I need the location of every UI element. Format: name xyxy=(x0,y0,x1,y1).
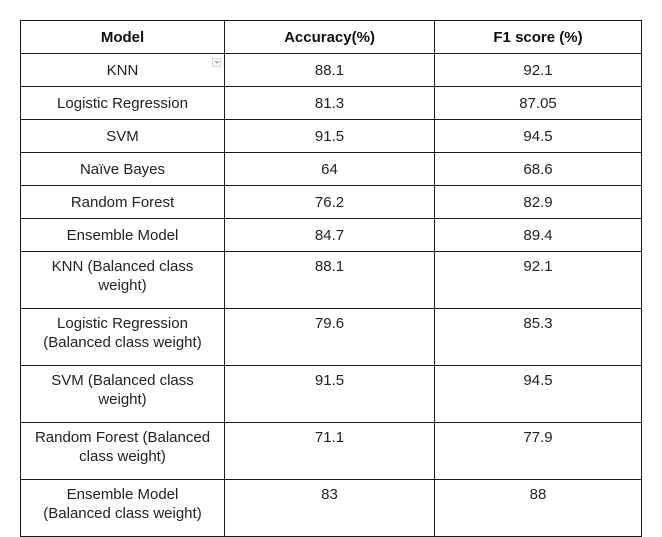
results-table: Model Accuracy(%) F1 score (%) KNN 88.1 … xyxy=(20,20,642,537)
table-row: Random Forest 76.2 82.9 xyxy=(20,185,642,219)
header-model: Model xyxy=(20,20,225,54)
header-f1-score: F1 score (%) xyxy=(434,20,642,54)
table-row: Naïve Bayes 64 68.6 xyxy=(20,152,642,186)
table-row: Ensemble Model 84.7 89.4 xyxy=(20,218,642,252)
table-row: Logistic Regression 81.3 87.05 xyxy=(20,86,642,120)
accuracy-cell: 79.6 xyxy=(224,308,435,366)
model-name-line-2: weight) xyxy=(98,277,147,294)
accuracy-cell: 76.2 xyxy=(224,185,435,219)
f1-cell: 89.4 xyxy=(434,218,642,252)
header-accuracy: Accuracy(%) xyxy=(224,20,435,54)
f1-cell: 68.6 xyxy=(434,152,642,186)
table-row: SVM 91.5 94.5 xyxy=(20,119,642,153)
accuracy-cell: 91.5 xyxy=(224,119,435,153)
model-cell: Ensemble Model xyxy=(20,218,225,252)
table-row: Random Forest (Balanced class weight) 71… xyxy=(20,422,642,480)
f1-cell: 87.05 xyxy=(434,86,642,120)
accuracy-cell: 88.1 xyxy=(224,251,435,309)
accuracy-cell: 84.7 xyxy=(224,218,435,252)
model-cell: KNN xyxy=(20,53,225,87)
model-name-line-1: Logistic Regression xyxy=(57,315,188,332)
model-cell: Logistic Regression (Balanced class weig… xyxy=(20,308,225,366)
model-name-line-1: KNN (Balanced class xyxy=(51,258,194,275)
model-name-line-1: Ensemble Model xyxy=(66,486,179,503)
f1-cell: 92.1 xyxy=(434,53,642,87)
table-row: Logistic Regression (Balanced class weig… xyxy=(20,308,642,366)
accuracy-cell: 91.5 xyxy=(224,365,435,423)
model-cell: SVM (Balanced class weight) xyxy=(20,365,225,423)
table-row: KNN (Balanced class weight) 88.1 92.1 xyxy=(20,251,642,309)
f1-cell: 82.9 xyxy=(434,185,642,219)
model-cell: Ensemble Model (Balanced class weight) xyxy=(20,479,225,537)
model-cell: KNN (Balanced class weight) xyxy=(20,251,225,309)
f1-cell: 77.9 xyxy=(434,422,642,480)
accuracy-cell: 83 xyxy=(224,479,435,537)
model-cell: Random Forest xyxy=(20,185,225,219)
model-name-line-1: Random Forest (Balanced xyxy=(34,429,211,446)
model-name-line-1: SVM (Balanced class xyxy=(51,372,194,389)
f1-cell: 92.1 xyxy=(434,251,642,309)
dropdown-filter-icon[interactable] xyxy=(212,58,221,67)
model-name-line-2: (Balanced class weight) xyxy=(43,334,202,351)
model-cell: Logistic Regression xyxy=(20,86,225,120)
accuracy-cell: 88.1 xyxy=(224,53,435,87)
f1-cell: 94.5 xyxy=(434,119,642,153)
f1-cell: 94.5 xyxy=(434,365,642,423)
table-row: Ensemble Model (Balanced class weight) 8… xyxy=(20,479,642,537)
header-row: Model Accuracy(%) F1 score (%) xyxy=(20,20,642,54)
accuracy-cell: 81.3 xyxy=(224,86,435,120)
model-name-line-2: weight) xyxy=(98,391,147,408)
f1-cell: 88 xyxy=(434,479,642,537)
f1-cell: 85.3 xyxy=(434,308,642,366)
accuracy-cell: 71.1 xyxy=(224,422,435,480)
model-cell: Naïve Bayes xyxy=(20,152,225,186)
accuracy-cell: 64 xyxy=(224,152,435,186)
model-cell: Random Forest (Balanced class weight) xyxy=(20,422,225,480)
model-cell: SVM xyxy=(20,119,225,153)
model-name: KNN xyxy=(106,61,139,79)
model-name-line-2: (Balanced class weight) xyxy=(43,505,202,522)
table-row: KNN 88.1 92.1 xyxy=(20,53,642,87)
model-name-line-2: class weight) xyxy=(79,448,166,465)
table-row: SVM (Balanced class weight) 91.5 94.5 xyxy=(20,365,642,423)
